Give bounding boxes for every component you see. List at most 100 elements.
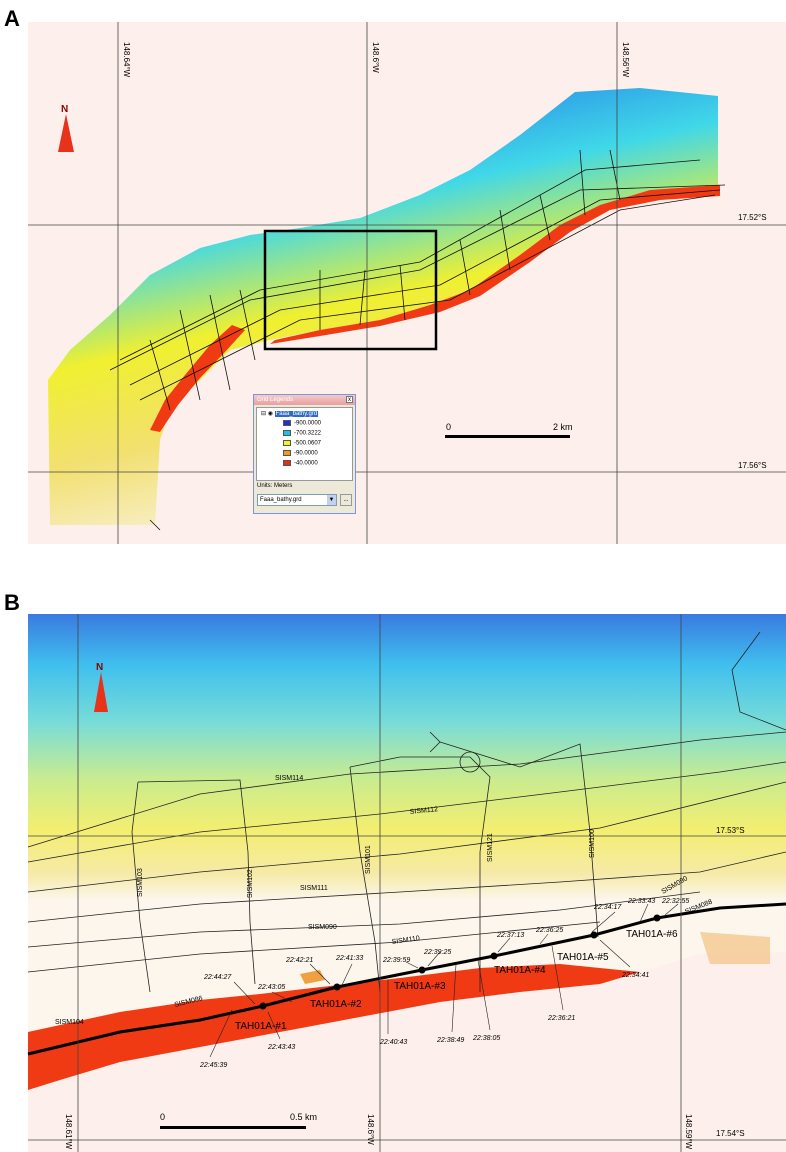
scale-end-b: 0.5 km <box>290 1112 317 1122</box>
north-arrow-icon-b <box>94 672 108 712</box>
time-label: 22:40:43 <box>379 1039 407 1046</box>
panel-b-map: SISM114 SISM112 SISM111 SISM090 SISM110 … <box>27 614 786 1152</box>
orange-shoal <box>300 970 325 984</box>
station-label: TAH01A-#6 <box>626 929 678 940</box>
line-label: SISM100 <box>589 829 596 858</box>
legend-swatch <box>283 430 291 436</box>
scale-end-a: 2 km <box>553 422 573 432</box>
line-label: SISM114 <box>275 775 303 782</box>
station-labels: TAH01A-#1 TAH01A-#2 TAH01A-#3 TAH01A-#4 … <box>235 929 678 1032</box>
orange-shoal-2 <box>700 932 770 964</box>
lat-label-a-2: 17.56°S <box>738 461 767 470</box>
line-label: SISM111 <box>300 885 328 892</box>
bathymetry-surface-b <box>28 614 786 1047</box>
lat-label-a-1: 17.52°S <box>738 213 767 222</box>
lon-label-a-2: 148.6°W <box>371 42 380 73</box>
legend-select-value: Faaa_bathy.grd <box>260 497 302 503</box>
legend-entry-label: -40.0000 <box>294 460 318 467</box>
panel-b-letter: B <box>4 590 20 615</box>
panel-a-map: 148.64°W 148.6°W 148.56°W 17.52°S 17.56°… <box>28 22 786 544</box>
legend-entry: -500.0607 <box>283 440 321 447</box>
time-label: 22:32:55 <box>661 898 689 905</box>
lon-label-b-3: 148.59°W <box>684 1114 693 1150</box>
scale-bar-a <box>445 435 570 438</box>
legend-entry: -90.0000 <box>283 450 318 457</box>
survey-lines <box>109 149 726 531</box>
time-labels: 22:45:39 22:44:27 22:43:05 22:43:43 22:4… <box>199 898 689 1069</box>
station-label: TAH01A-#5 <box>557 952 609 963</box>
time-label: 22:34:41 <box>621 972 649 979</box>
legend-layer[interactable]: ⊟ ◉ Faaa_bathy.grd <box>261 411 319 417</box>
grid-legend-window: Grid Legends x ⊟ ◉ Faaa_bathy.grd -900.0… <box>253 394 356 514</box>
legend-browse-button[interactable]: ... <box>340 494 352 506</box>
time-label: 22:37:13 <box>496 932 524 939</box>
legend-swatch <box>283 450 291 456</box>
north-label-b: N <box>96 662 103 673</box>
time-label: 22:36:25 <box>535 927 563 934</box>
legend-swatch <box>283 460 291 466</box>
line-label: SISM103 <box>137 868 144 897</box>
legend-entry: -40.0000 <box>283 460 318 467</box>
legend-entry: -900.0000 <box>283 420 321 427</box>
lon-label-b-1: 148.61°W <box>64 1114 73 1150</box>
scale-bar-b <box>160 1126 306 1129</box>
station-markers <box>259 914 661 1010</box>
lon-label-a-3: 148.56°W <box>621 42 630 78</box>
panel-a-letter: A <box>4 6 20 31</box>
graticule-b <box>28 614 786 1152</box>
line-label: SISM090 <box>308 924 337 931</box>
time-label: 22:44:27 <box>203 974 232 981</box>
station-label: TAH01A-#2 <box>310 999 362 1010</box>
time-leaders <box>209 903 679 1058</box>
scale-start-a: 0 <box>446 422 451 432</box>
legend-entry-label: -500.0607 <box>294 440 322 447</box>
lon-label-b-2: 148.6°W <box>366 1114 375 1145</box>
shallow-zone-b <box>28 964 640 1090</box>
time-label: 22:38:49 <box>436 1037 464 1044</box>
shallow-rim-west <box>150 325 245 432</box>
line-label: SISM102 <box>247 869 254 898</box>
bathymetry-surface <box>48 88 718 525</box>
scale-start-b: 0 <box>160 1112 165 1122</box>
legend-body: ⊟ ◉ Faaa_bathy.grd -900.0000 -700.3222 -… <box>256 407 353 481</box>
legend-entry-label: -90.0000 <box>294 450 318 457</box>
time-label: 22:43:05 <box>257 984 285 991</box>
time-label: 22:39:25 <box>423 949 451 956</box>
inset-box <box>263 229 438 351</box>
line-label: SISM104 <box>55 1019 84 1026</box>
chevron-down-icon[interactable]: ▼ <box>327 495 336 505</box>
lat-label-b-1: 17.53°S <box>716 826 745 835</box>
time-label: 22:34:17 <box>593 904 622 911</box>
legend-units: Units: Meters <box>257 483 293 489</box>
station-label: TAH01A-#1 <box>235 1021 287 1032</box>
legend-title-bar[interactable]: Grid Legends x <box>254 395 355 405</box>
close-icon[interactable]: x <box>346 396 353 403</box>
line-label: SISM121 <box>487 833 494 862</box>
legend-entry: -700.3222 <box>283 430 321 437</box>
time-label: 22:43:43 <box>267 1044 295 1051</box>
lon-label-a-1: 148.64°W <box>122 42 131 78</box>
survey-lines-b <box>27 631 786 993</box>
time-label: 22:33:43 <box>627 898 655 905</box>
time-label: 22:45:39 <box>199 1062 227 1069</box>
graticule-a <box>28 22 786 544</box>
time-label: 22:38:05 <box>472 1035 500 1042</box>
lat-label-b-2: 17.54°S <box>716 1129 745 1138</box>
line-label: SISM112 <box>409 806 438 816</box>
legend-entry-label: -700.3222 <box>294 430 322 437</box>
legend-grid-select[interactable]: Faaa_bathy.grd ▼ <box>257 494 337 506</box>
legend-layer-name: Faaa_bathy.grd <box>274 411 319 417</box>
line-label: SISM101 <box>365 845 372 874</box>
station-label: TAH01A-#3 <box>394 981 446 992</box>
time-label: 22:41:33 <box>335 955 363 962</box>
line-label: SISM110 <box>391 935 420 946</box>
north-arrow-icon-a <box>58 114 74 152</box>
time-label: 22:39:59 <box>382 957 410 964</box>
legend-entry-label: -900.0000 <box>294 420 322 427</box>
time-label: 22:36:21 <box>547 1015 575 1022</box>
station-label: TAH01A-#4 <box>494 965 546 976</box>
time-label: 22:42:21 <box>285 957 313 964</box>
legend-swatch <box>283 420 291 426</box>
legend-window-title: Grid Legends <box>257 397 294 403</box>
north-label-a: N <box>61 104 68 115</box>
